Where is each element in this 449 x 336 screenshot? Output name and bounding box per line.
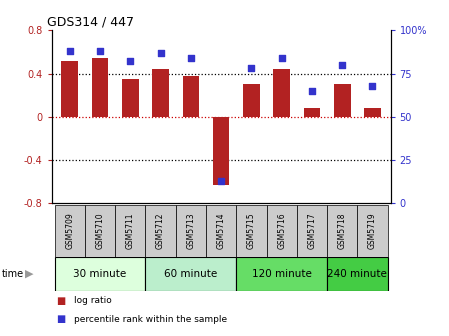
Bar: [267, 205, 297, 257]
Point: [187, 55, 194, 60]
Bar: [206, 205, 236, 257]
Text: GSM5709: GSM5709: [65, 213, 74, 249]
Bar: [176, 205, 206, 257]
Point: [308, 88, 316, 93]
Bar: [145, 257, 236, 291]
Bar: [236, 205, 267, 257]
Bar: [236, 257, 327, 291]
Text: 60 minute: 60 minute: [164, 269, 217, 279]
Point: [248, 66, 255, 71]
Text: percentile rank within the sample: percentile rank within the sample: [74, 315, 227, 324]
Bar: [213, 117, 229, 185]
Text: GSM5711: GSM5711: [126, 213, 135, 249]
Bar: [145, 205, 176, 257]
Bar: [85, 205, 115, 257]
Bar: [304, 108, 320, 117]
Bar: [364, 108, 381, 117]
Bar: [243, 84, 260, 117]
Point: [97, 48, 104, 54]
Point: [66, 48, 73, 54]
Text: GSM5712: GSM5712: [156, 213, 165, 249]
Bar: [327, 205, 357, 257]
Bar: [122, 79, 139, 117]
Bar: [357, 205, 387, 257]
Text: 30 minute: 30 minute: [74, 269, 127, 279]
Text: ■: ■: [56, 314, 66, 324]
Text: GSM5715: GSM5715: [247, 213, 256, 249]
Bar: [334, 84, 351, 117]
Text: time: time: [2, 269, 24, 279]
Text: GDS314 / 447: GDS314 / 447: [47, 15, 134, 29]
Bar: [55, 205, 85, 257]
Point: [369, 83, 376, 88]
Point: [218, 178, 225, 183]
Bar: [327, 257, 387, 291]
Text: GSM5719: GSM5719: [368, 213, 377, 249]
Text: ■: ■: [56, 296, 66, 306]
Text: ▶: ▶: [25, 269, 33, 279]
Bar: [62, 60, 78, 117]
Text: 240 minute: 240 minute: [327, 269, 387, 279]
Text: GSM5710: GSM5710: [96, 213, 105, 249]
Text: GSM5714: GSM5714: [216, 213, 226, 249]
Bar: [297, 205, 327, 257]
Text: GSM5716: GSM5716: [277, 213, 286, 249]
Bar: [55, 257, 145, 291]
Bar: [183, 76, 199, 117]
Point: [339, 62, 346, 68]
Text: GSM5718: GSM5718: [338, 213, 347, 249]
Bar: [115, 205, 145, 257]
Point: [278, 55, 285, 60]
Text: GSM5717: GSM5717: [308, 213, 317, 249]
Text: 120 minute: 120 minute: [252, 269, 312, 279]
Point: [157, 50, 164, 55]
Text: GSM5713: GSM5713: [186, 213, 195, 249]
Bar: [152, 69, 169, 117]
Text: log ratio: log ratio: [74, 296, 112, 305]
Bar: [273, 69, 290, 117]
Bar: [92, 58, 108, 117]
Point: [127, 59, 134, 64]
